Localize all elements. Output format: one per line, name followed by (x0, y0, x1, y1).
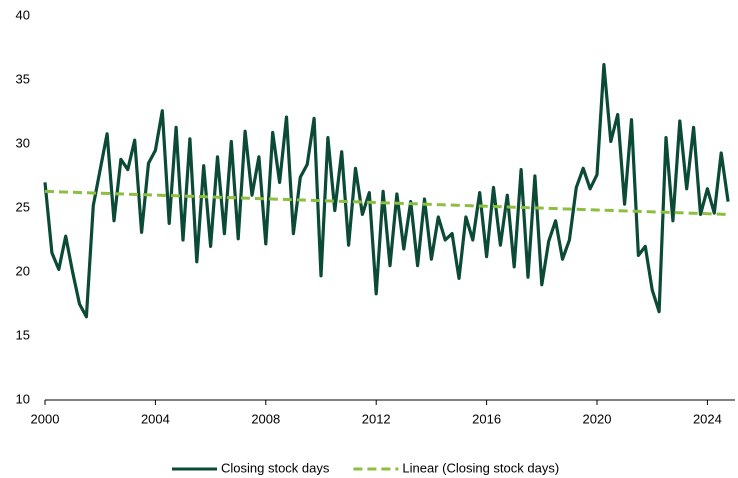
x-tick-label: 2024 (693, 411, 722, 426)
data-line (43, 63, 730, 319)
y-tick-label: 10 (16, 391, 30, 406)
y-tick-label: 30 (16, 135, 30, 150)
y-tick-label: 40 (16, 7, 30, 22)
legend-label: Closing stock days (221, 460, 330, 475)
x-tick-label: 2016 (472, 411, 501, 426)
y-tick-label: 25 (16, 199, 30, 214)
x-tick-label: 2020 (583, 411, 612, 426)
x-tick-label: 2008 (251, 411, 280, 426)
x-tick-label: 2012 (362, 411, 391, 426)
y-tick-label: 15 (16, 327, 30, 342)
y-tick-label: 20 (16, 263, 30, 278)
trend-line (44, 189, 729, 216)
x-tick-label: 2000 (31, 411, 60, 426)
legend-label: Linear (Closing stock days) (402, 460, 559, 475)
y-tick-label: 35 (16, 71, 30, 86)
x-tick-label: 2004 (141, 411, 170, 426)
